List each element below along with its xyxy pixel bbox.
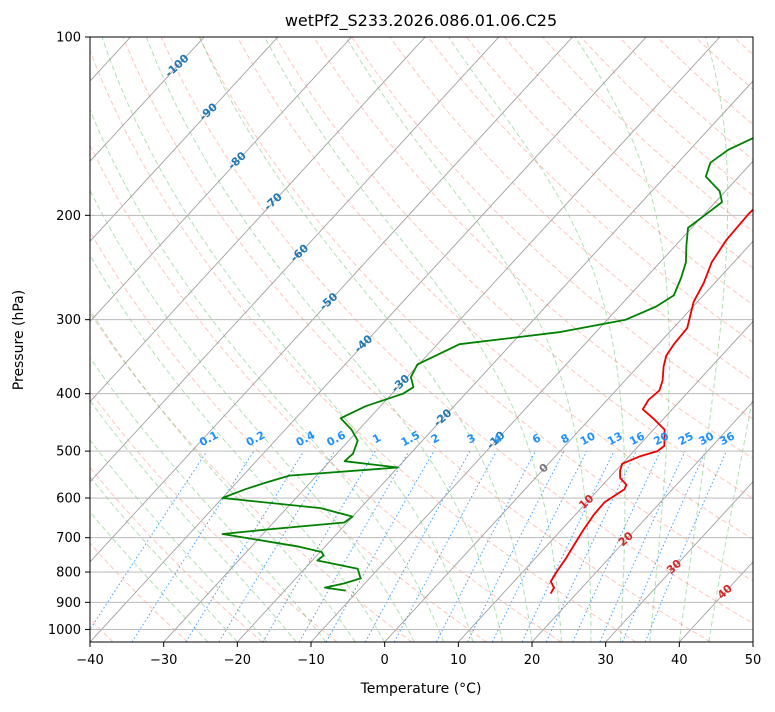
x-tick-label: 20 xyxy=(524,653,541,668)
x-tick-label: 50 xyxy=(745,653,762,668)
y-tick-label: 200 xyxy=(56,209,81,224)
y-tick-label: 600 xyxy=(56,492,81,507)
y-tick-label: 400 xyxy=(56,387,81,402)
y-tick-label: 100 xyxy=(56,31,81,46)
x-tick-label: −20 xyxy=(224,653,251,668)
chart-title: wetPf2_S233.2026.086.01.06.C25 xyxy=(285,11,557,31)
y-tick-label: 500 xyxy=(56,445,81,460)
x-tick-label: 30 xyxy=(597,653,614,668)
y-tick-label: 1000 xyxy=(48,623,81,638)
x-tick-label: −30 xyxy=(150,653,177,668)
x-tick-label: 40 xyxy=(671,653,688,668)
x-tick-label: 0 xyxy=(381,653,389,668)
y-tick-label: 900 xyxy=(56,596,81,611)
y-tick-label: 800 xyxy=(56,566,81,581)
x-tick-label: −10 xyxy=(297,653,324,668)
plot-background xyxy=(90,37,753,642)
y-axis-label: Pressure (hPa) xyxy=(11,290,27,390)
y-tick-label: 700 xyxy=(56,531,81,546)
y-tick-label: 300 xyxy=(56,313,81,328)
x-tick-label: 10 xyxy=(450,653,467,668)
x-axis-label: Temperature (°C) xyxy=(360,681,482,697)
x-tick-label: −40 xyxy=(76,653,103,668)
